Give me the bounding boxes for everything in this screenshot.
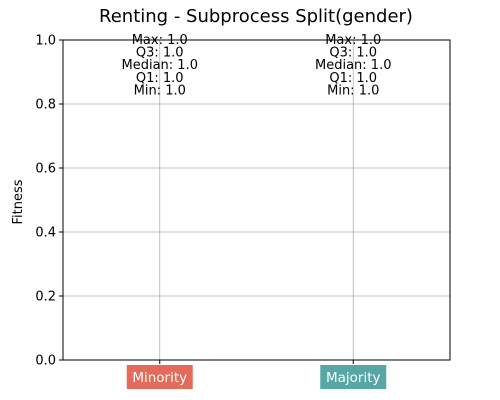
stat-annotation: Q1: 1.0 [136, 71, 184, 86]
category-label: Majority [326, 370, 381, 386]
y-tick-label: 0.8 [35, 98, 56, 113]
category-label-box [126, 365, 193, 389]
stat-annotation: Median: 1.0 [122, 58, 198, 73]
category-label: Minority [132, 370, 187, 386]
y-tick-label: 0.4 [35, 226, 56, 241]
y-tick-label: 0.2 [35, 290, 56, 305]
stat-annotation: Q3: 1.0 [329, 46, 377, 61]
plot-frame [62, 39, 451, 361]
y-tick-label: 0.0 [35, 354, 56, 369]
chart-title: Renting - Subprocess Split(gender) [99, 6, 413, 27]
y-tick-label: 1.0 [35, 34, 56, 49]
y-tick-label: 0.6 [35, 162, 56, 177]
x-axis-category-labels: Minority Majority [126, 365, 387, 389]
grid [63, 39, 450, 361]
category-label-box [320, 365, 387, 389]
y-axis: 0.0 0.2 0.4 0.6 0.8 1.0 [35, 34, 354, 369]
stat-annotation: Q3: 1.0 [136, 46, 184, 61]
y-axis-label: Fitness [11, 179, 26, 224]
stat-annotation: Q1: 1.0 [329, 71, 377, 86]
stat-annotation: Min: 1.0 [134, 83, 186, 98]
stat-annotation: Min: 1.0 [327, 83, 379, 98]
stat-annotation: Median: 1.0 [315, 58, 391, 73]
